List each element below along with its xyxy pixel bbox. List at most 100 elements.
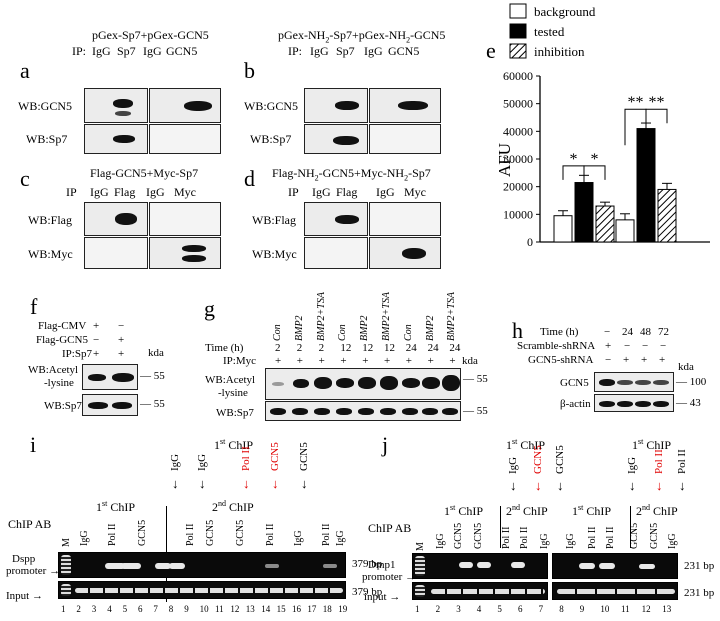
time-value: 12 bbox=[340, 342, 352, 354]
condition-label: BMP2+TSA bbox=[381, 292, 392, 341]
plus-sign: + bbox=[296, 355, 304, 367]
wb-label: WB:GCN5 bbox=[244, 99, 298, 113]
row-label: promoter → bbox=[362, 571, 417, 583]
chip-target-label: GCN5 bbox=[298, 442, 310, 471]
lane-number: 5 bbox=[497, 604, 502, 614]
panel-letter: b bbox=[244, 58, 255, 83]
gel-image bbox=[58, 581, 346, 599]
sign: + bbox=[659, 354, 666, 366]
blot bbox=[265, 368, 461, 400]
lane-label: IgG bbox=[90, 185, 109, 199]
time-value: 2 bbox=[275, 342, 281, 354]
lane-label: IgG bbox=[435, 533, 446, 549]
blot bbox=[149, 237, 221, 269]
blot bbox=[369, 124, 441, 154]
lane-number: 7 bbox=[153, 604, 158, 614]
row-label: Dmp1 bbox=[368, 559, 396, 571]
bar bbox=[574, 182, 594, 243]
gel-image bbox=[58, 552, 346, 578]
significance-bracket bbox=[624, 108, 647, 146]
panel-letter: j bbox=[382, 432, 389, 457]
y-tick-label: 20000 bbox=[503, 180, 533, 194]
blot bbox=[304, 237, 368, 269]
lane-number: 10 bbox=[199, 604, 209, 614]
time-label: Time (h) bbox=[205, 342, 244, 354]
chip-target-label: GCN5 bbox=[269, 442, 281, 471]
lane-label: IgG bbox=[293, 530, 304, 546]
lane-label: IgG bbox=[364, 44, 383, 58]
blot bbox=[149, 202, 221, 236]
lane-label: Flag bbox=[114, 185, 136, 199]
wb-label: WB:Sp7 bbox=[26, 132, 68, 146]
plus-sign: + bbox=[318, 355, 325, 367]
time-value: 24 bbox=[622, 326, 633, 338]
legend-swatch bbox=[509, 23, 527, 39]
down-arrow-icon: ↓ bbox=[199, 476, 206, 491]
row-label: Scramble-shRNA bbox=[517, 340, 596, 352]
kda-label: kda bbox=[462, 355, 478, 367]
down-arrow-icon: ↓ bbox=[243, 476, 250, 491]
wb-label: WB:Sp7 bbox=[44, 400, 82, 412]
row-label: IP:Sp7 bbox=[62, 348, 92, 360]
lane-number: 19 bbox=[338, 604, 348, 614]
lane-label: Pol II bbox=[185, 523, 196, 547]
panel-title: Flag-NH2-GCN5+Myc-NH2-Sp7 bbox=[272, 166, 431, 183]
sign: − bbox=[660, 340, 667, 352]
sign: − bbox=[605, 354, 612, 366]
lane-label: IgG bbox=[146, 185, 165, 199]
lane-label: IgG bbox=[92, 44, 111, 58]
lane-number: 9 bbox=[184, 604, 189, 614]
chip-label: 2nd ChIP bbox=[506, 503, 548, 518]
bar bbox=[615, 219, 635, 243]
blot bbox=[82, 364, 138, 390]
lane-label: GCN5 bbox=[388, 44, 420, 58]
row-label: input → bbox=[364, 591, 401, 603]
row-label: Dspp bbox=[12, 553, 36, 565]
significance-bracket bbox=[645, 108, 668, 124]
lane-number: 8 bbox=[559, 604, 564, 614]
lane-number: 13 bbox=[662, 604, 672, 614]
lane-number: 9 bbox=[579, 604, 585, 614]
bp-label: 231 bp bbox=[684, 560, 715, 572]
wb-label: WB:GCN5 bbox=[18, 99, 72, 113]
lane-label: Pol II bbox=[501, 526, 512, 550]
lane-label: IgG bbox=[310, 44, 329, 58]
sign: + bbox=[641, 354, 648, 366]
wb-label: WB:Flag bbox=[28, 213, 72, 227]
lane-number: 1 bbox=[415, 604, 420, 614]
lane-label: IgG bbox=[79, 530, 90, 546]
marker-tick: — 55 bbox=[140, 398, 165, 410]
lane-label: Pol II bbox=[519, 526, 530, 550]
lane-number: 1 bbox=[61, 604, 66, 614]
divider bbox=[630, 506, 631, 548]
wb-label: -lysine bbox=[218, 387, 248, 399]
lane-number: 8 bbox=[168, 604, 174, 614]
y-tick-label: 10000 bbox=[503, 207, 533, 221]
lane-label: Pol II bbox=[265, 523, 276, 547]
y-tick-label: 30000 bbox=[503, 152, 533, 166]
row-label: Flag-CMV bbox=[38, 320, 87, 332]
lane-label: Myc bbox=[404, 185, 426, 199]
condition-label: BMP2+TSA bbox=[446, 292, 458, 341]
lane-number: 6 bbox=[138, 604, 143, 614]
lane-label: GCN5 bbox=[235, 519, 246, 546]
y-tick-label: 50000 bbox=[503, 97, 533, 111]
lane-label: IgG bbox=[565, 533, 576, 549]
bp-label: 379 bp bbox=[352, 558, 383, 570]
chip-label: 1st ChIP bbox=[96, 499, 136, 514]
lane-label: IgG bbox=[143, 44, 162, 58]
blot bbox=[149, 88, 221, 123]
panel-title: Flag-GCN5+Myc-Sp7 bbox=[90, 166, 199, 180]
time-value: 24 bbox=[449, 342, 461, 354]
blot bbox=[82, 394, 138, 416]
blot bbox=[304, 124, 368, 154]
lane-number: 12 bbox=[230, 604, 240, 614]
bar bbox=[595, 205, 615, 243]
marker-tick: — 55 bbox=[463, 373, 488, 385]
legend-label: tested bbox=[534, 24, 565, 39]
lane-label: Flag bbox=[336, 185, 358, 199]
down-arrow-icon: ↓ bbox=[172, 476, 179, 491]
lane-number: 10 bbox=[600, 604, 610, 614]
wb-label: WB:Sp7 bbox=[216, 407, 254, 419]
plus-sign: + bbox=[384, 355, 391, 367]
